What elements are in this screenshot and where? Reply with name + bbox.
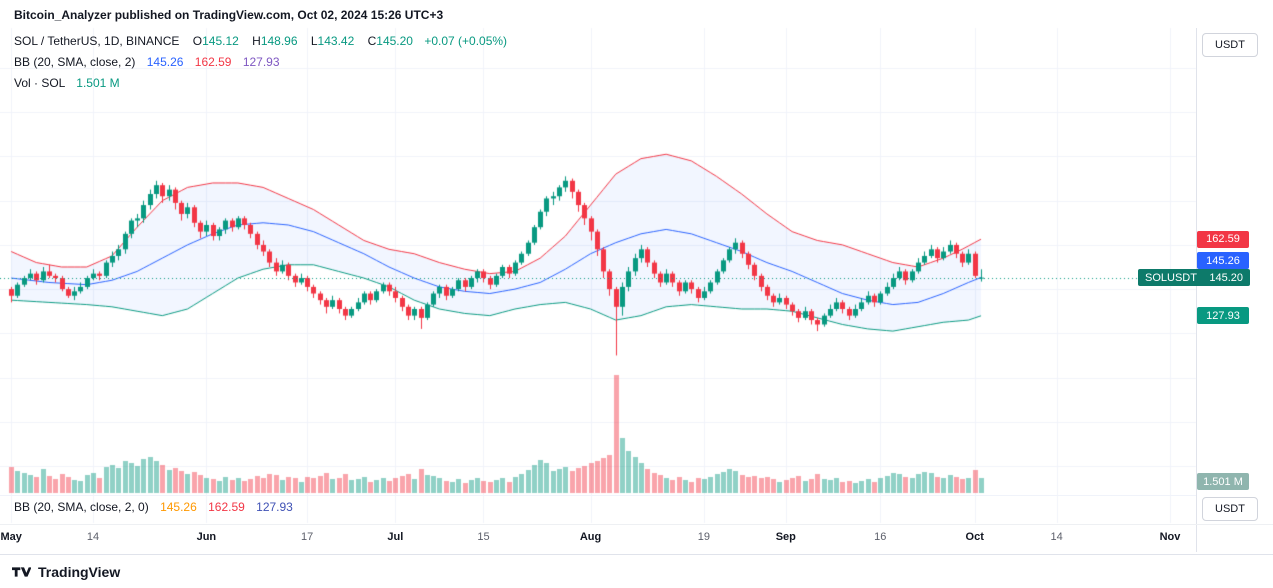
close-value: 145.20	[376, 34, 413, 48]
chart-legend: SOL / TetherUS, 1D, BINANCE O145.12 H148…	[14, 31, 507, 94]
time-axis-label: Oct	[965, 531, 984, 543]
close-field: C145.20	[368, 34, 413, 48]
footer-bar: TradingView	[0, 554, 1273, 588]
bb-upper-value: 162.59	[194, 55, 232, 69]
high-value: 148.96	[260, 34, 298, 48]
symbol-axis-label: SOLUSDT	[1145, 271, 1197, 284]
change-value: +0.07 (+0.05%)	[424, 34, 508, 48]
time-axis-border	[0, 524, 1273, 525]
time-axis-label: Aug	[579, 531, 602, 543]
symbol-title[interactable]: SOL / TetherUS, 1D, BINANCE	[14, 34, 180, 48]
pane-divider	[0, 495, 1196, 496]
symbol-legend-row: SOL / TetherUS, 1D, BINANCE O145.12 H148…	[14, 31, 507, 52]
open-field: O145.12	[193, 34, 239, 48]
bottom-bb-lower-value: 127.93	[256, 500, 293, 514]
price-axis-border	[1196, 28, 1197, 552]
time-axis-label: 15	[477, 531, 490, 543]
time-axis-label: Jun	[196, 531, 217, 543]
volume-value: 1.501 M	[76, 76, 120, 90]
time-axis-label: 16	[874, 531, 887, 543]
low-label: L	[310, 34, 318, 48]
price-axis-badge: 145.26	[1197, 252, 1249, 270]
bb-lower-value: 127.93	[242, 55, 280, 69]
bb-basis-value: 145.26	[146, 55, 184, 69]
volume-legend-row: Vol · SOL 1.501 M	[14, 73, 507, 94]
bottom-bb-basis-value: 145.26	[160, 500, 197, 514]
time-axis-label: 14	[1050, 531, 1063, 543]
low-value: 143.42	[317, 34, 355, 48]
bottom-bb-indicator-title[interactable]: BB (20, SMA, close, 2, 0)	[14, 500, 149, 514]
volume-axis-badge: 1.501 M	[1197, 473, 1249, 490]
last-price-badge: SOLUSDT 145.20	[1138, 269, 1250, 287]
currency-toggle-bottom[interactable]: USDT	[1202, 497, 1258, 521]
open-value: 145.12	[202, 34, 239, 48]
bottom-bb-upper-value: 162.59	[208, 500, 245, 514]
bb-legend-row: BB (20, SMA, close, 2) 145.26 162.59 127…	[14, 52, 507, 73]
open-label: O	[192, 34, 203, 48]
tradingview-logo-icon[interactable]	[12, 566, 31, 578]
time-axis-label: May	[0, 531, 22, 543]
close-label: C	[367, 34, 377, 48]
time-axis-label: Sep	[775, 531, 796, 543]
price-chart-canvas[interactable]	[0, 0, 1273, 553]
time-axis-label: 14	[86, 531, 100, 543]
currency-toggle-top[interactable]: USDT	[1202, 33, 1258, 57]
attribution-line: Bitcoin_Analyzer published on TradingVie…	[14, 8, 444, 22]
last-price-value: 145.20	[1209, 271, 1243, 284]
low-field: L143.42	[311, 34, 354, 48]
time-axis[interactable]: May 14 Jun 17 Jul 15 Aug 19 Sep 16 Oct 14 Nov	[0, 525, 1196, 553]
tradingview-brand[interactable]: TradingView	[38, 563, 121, 580]
bb-indicator-title[interactable]: BB (20, SMA, close, 2)	[14, 55, 136, 69]
high-label: H	[252, 34, 261, 48]
bottom-bb-legend-row: BB (20, SMA, close, 2, 0) 145.26 162.59 …	[14, 500, 293, 514]
price-axis-badge: 127.93	[1197, 307, 1249, 325]
time-axis-label: Nov	[1159, 531, 1181, 543]
price-axis-badge: 162.59	[1197, 230, 1249, 248]
high-field: H148.96	[252, 34, 297, 48]
time-axis-label: 19	[697, 531, 711, 543]
time-axis-label: Jul	[387, 531, 404, 543]
volume-indicator-title[interactable]: Vol · SOL	[14, 76, 65, 90]
time-axis-label: 17	[301, 531, 314, 543]
